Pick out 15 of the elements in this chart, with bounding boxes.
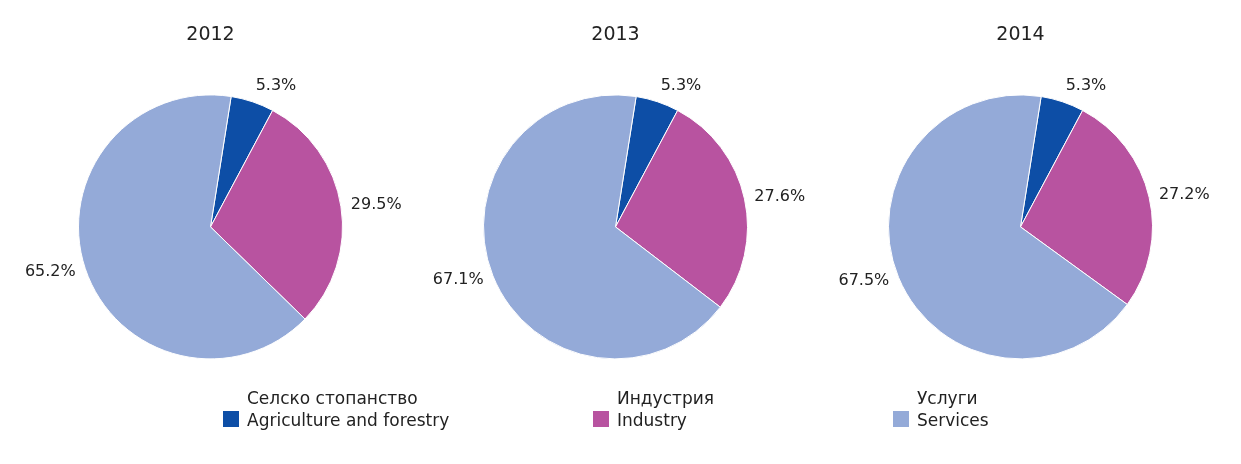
data-label: 65.2% [24,260,76,280]
chart-title: 2013 [591,22,640,45]
legend-label: Селско стопанство Agriculture and forestry [247,387,450,431]
data-label: 67.5% [838,270,890,290]
legend-label: Услуги Services [917,387,989,431]
data-label: 27.2% [1158,184,1210,204]
data-label: 5.3% [660,75,702,95]
data-label: 5.3% [1065,75,1107,95]
chart-title: 2014 [996,22,1045,45]
data-label: 29.5% [350,194,402,214]
data-label: 5.3% [255,75,297,95]
data-label: 67.1% [432,268,484,288]
data-label: 27.6% [754,185,806,205]
legend-label: Индустрия Industry [617,387,714,431]
chart-title: 2012 [186,22,235,45]
